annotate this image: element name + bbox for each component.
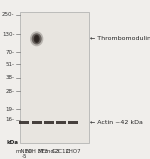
FancyBboxPatch shape [44, 121, 54, 124]
Text: 130-: 130- [2, 32, 14, 37]
FancyBboxPatch shape [20, 12, 89, 143]
Text: ← Thrombomodulin: ← Thrombomodulin [90, 36, 150, 41]
Text: C2C12: C2C12 [52, 149, 70, 154]
FancyBboxPatch shape [20, 121, 29, 124]
Text: 28-: 28- [5, 89, 14, 94]
Ellipse shape [32, 33, 42, 45]
Ellipse shape [34, 35, 40, 43]
Ellipse shape [30, 31, 43, 46]
FancyBboxPatch shape [32, 121, 42, 124]
Text: 250-: 250- [2, 12, 14, 17]
Text: 51-: 51- [5, 62, 14, 67]
Text: 38-: 38- [5, 75, 14, 80]
Text: 19-: 19- [5, 107, 14, 112]
Text: ← Actin ~42 kDa: ← Actin ~42 kDa [90, 120, 143, 125]
Text: CHO7: CHO7 [66, 149, 81, 154]
Text: 70-: 70- [5, 50, 14, 55]
Text: mNEO
-5: mNEO -5 [16, 149, 33, 159]
FancyBboxPatch shape [68, 121, 78, 124]
FancyBboxPatch shape [56, 121, 66, 124]
Ellipse shape [35, 36, 38, 42]
Text: MEmd-3: MEmd-3 [38, 149, 60, 154]
Text: 16-: 16- [5, 117, 14, 122]
Text: kDa: kDa [7, 140, 19, 145]
Text: NIH 3T3: NIH 3T3 [26, 149, 48, 154]
